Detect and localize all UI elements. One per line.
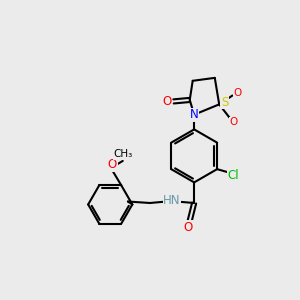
Text: O: O [184,220,193,234]
Text: Cl: Cl [227,169,239,182]
Text: O: O [108,158,117,171]
Text: S: S [221,95,228,109]
Text: O: O [163,95,172,108]
Text: O: O [230,117,238,127]
Text: CH₃: CH₃ [113,149,132,159]
Text: HN: HN [163,194,181,207]
Text: N: N [190,108,199,121]
Text: O: O [234,88,242,98]
